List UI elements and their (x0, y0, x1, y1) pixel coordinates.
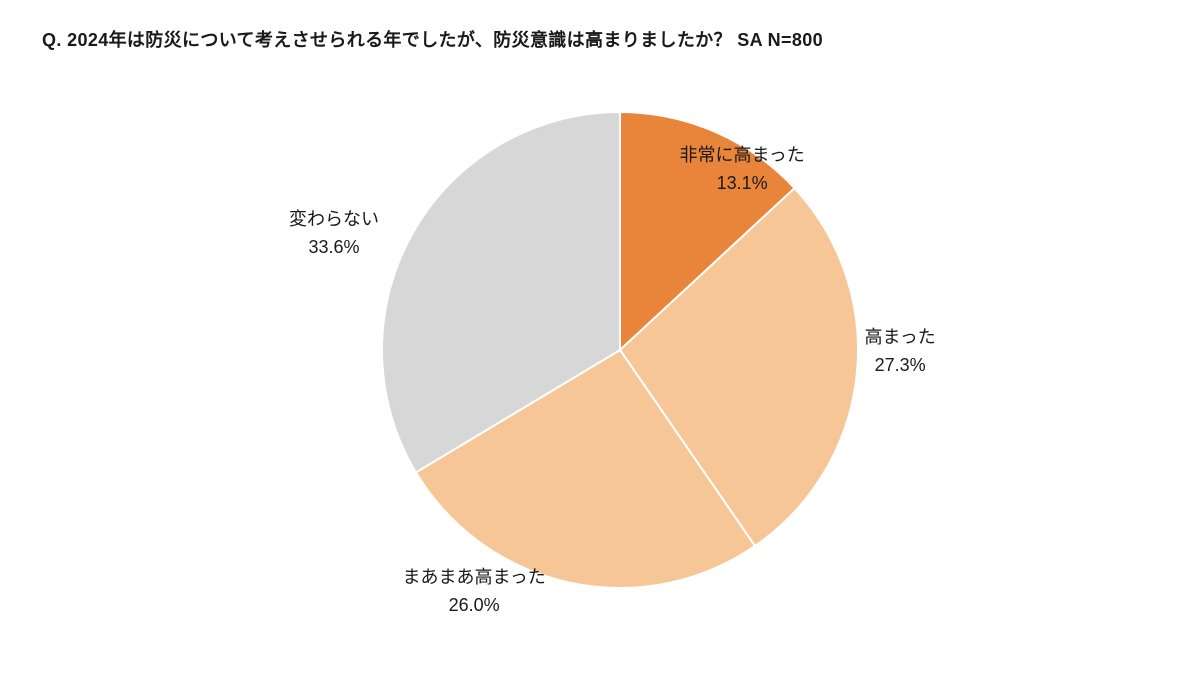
slice-label-pct: 33.6% (289, 234, 379, 262)
slice-label-text: 変わらない (289, 209, 379, 229)
slice-label-text: 非常に高まった (680, 145, 805, 165)
chart-title: Q. 2024年は防災について考えさせられる年でしたが、防災意識は高まりましたか… (42, 26, 823, 52)
slice-label-pct: 13.1% (680, 170, 805, 198)
slice-label-pct: 26.0% (403, 592, 546, 620)
slice-label-pct: 27.3% (865, 352, 936, 380)
slice-label-text: まあまあ高まった (403, 567, 546, 587)
slice-label-0: 非常に高まった 13.1% (680, 142, 805, 198)
slice-label-text: 高まった (865, 327, 936, 347)
slice-label-2: まあまあ高まった 26.0% (403, 564, 546, 620)
slice-label-3: 変わらない 33.6% (289, 206, 379, 262)
slice-label-1: 高まった 27.3% (865, 324, 936, 380)
